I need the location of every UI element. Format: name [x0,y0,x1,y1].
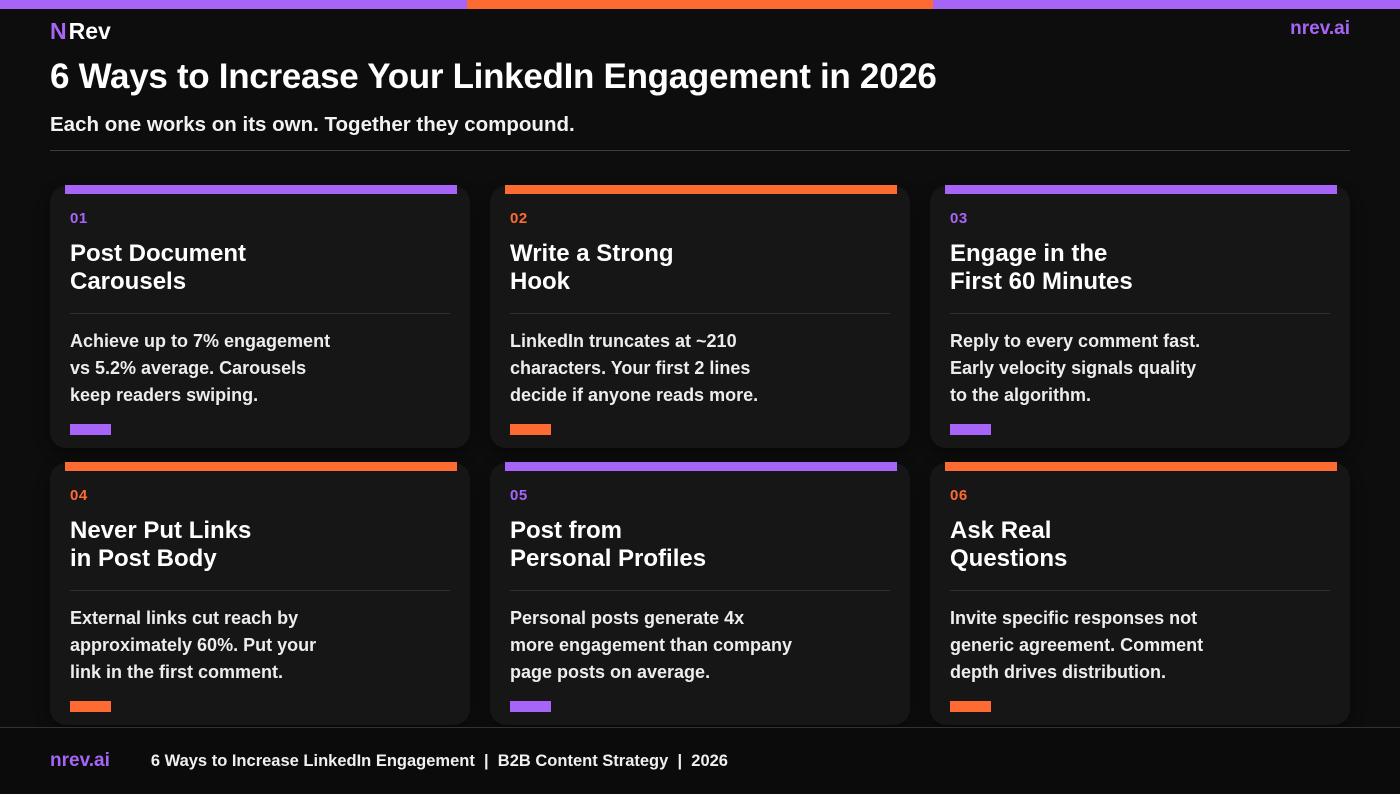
header: NRev nrev.ai [50,18,1350,45]
card-divider [950,590,1330,591]
card-title: Post from Personal Profiles [510,517,707,572]
card-accent-bar [505,185,897,194]
card-accent-bar [505,462,897,471]
card-body: Reply to every comment fast. Early veloc… [950,331,1201,405]
stripe-segment [933,0,1400,9]
card-divider [510,590,890,591]
page-subtitle: Each one works on its own. Together they… [50,113,575,136]
card-body: LinkedIn truncates at ~210 characters. Y… [510,331,759,405]
card-title: Never Put Links in Post Body [70,517,252,572]
card-footer-bar [510,701,551,712]
card-number: 01 [70,210,88,227]
card-divider [950,313,1330,314]
tips-grid: 01 Post Document Carousels Achieve up to… [50,185,1350,725]
card-accent-bar [65,462,457,471]
card-accent-bar [945,462,1337,471]
card-body: External links cut reach by approximatel… [70,608,317,682]
footer-brand-link[interactable]: nrev.ai [50,750,110,771]
card-footer-bar [70,701,111,712]
header-divider [50,150,1350,151]
card-footer-bar [950,424,991,435]
card-footer-bar [70,424,111,435]
card-number: 02 [510,210,528,227]
logo-rev: Rev [68,18,111,44]
card-divider [510,313,890,314]
logo-n: N [50,18,67,44]
card-body: Personal posts generate 4x more engageme… [510,608,793,682]
tip-card-02: 02 Write a Strong Hook LinkedIn truncate… [490,185,910,448]
card-number: 06 [950,487,968,504]
stripe-segment [0,0,467,9]
footer-text: 6 Ways to Increase LinkedIn Engagement |… [150,751,728,770]
tip-card-05: 05 Post from Personal Profiles Personal … [490,462,910,725]
top-accent-stripe [0,0,1400,9]
card-title: Ask Real Questions [950,517,1068,572]
card-divider [70,313,450,314]
card-divider [70,590,450,591]
card-footer-bar [950,701,991,712]
card-title: Write a Strong Hook [510,240,674,295]
page-content: NRev nrev.ai 6 Ways to Increase Your Lin… [0,18,1400,725]
card-body: Invite specific responses not generic ag… [950,608,1204,682]
card-title: Post Document Carousels [70,240,247,295]
card-footer-bar [510,424,551,435]
card-number: 05 [510,487,528,504]
tip-card-06: 06 Ask Real Questions Invite specific re… [930,462,1350,725]
card-accent-bar [65,185,457,194]
card-body: Achieve up to 7% engagement vs 5.2% aver… [70,331,331,405]
tip-card-03: 03 Engage in the First 60 Minutes Reply … [930,185,1350,448]
page-title: 6 Ways to Increase Your LinkedIn Engagem… [50,57,937,96]
card-number: 03 [950,210,968,227]
footer: nrev.ai 6 Ways to Increase LinkedIn Enga… [0,727,1400,794]
stripe-segment [466,0,934,9]
card-accent-bar [945,185,1337,194]
tip-card-04: 04 Never Put Links in Post Body External… [50,462,470,725]
tip-card-01: 01 Post Document Carousels Achieve up to… [50,185,470,448]
card-title: Engage in the First 60 Minutes [950,240,1133,295]
site-link[interactable]: nrev.ai [1290,18,1350,39]
brand-logo: NRev [50,18,111,45]
card-number: 04 [70,487,88,504]
